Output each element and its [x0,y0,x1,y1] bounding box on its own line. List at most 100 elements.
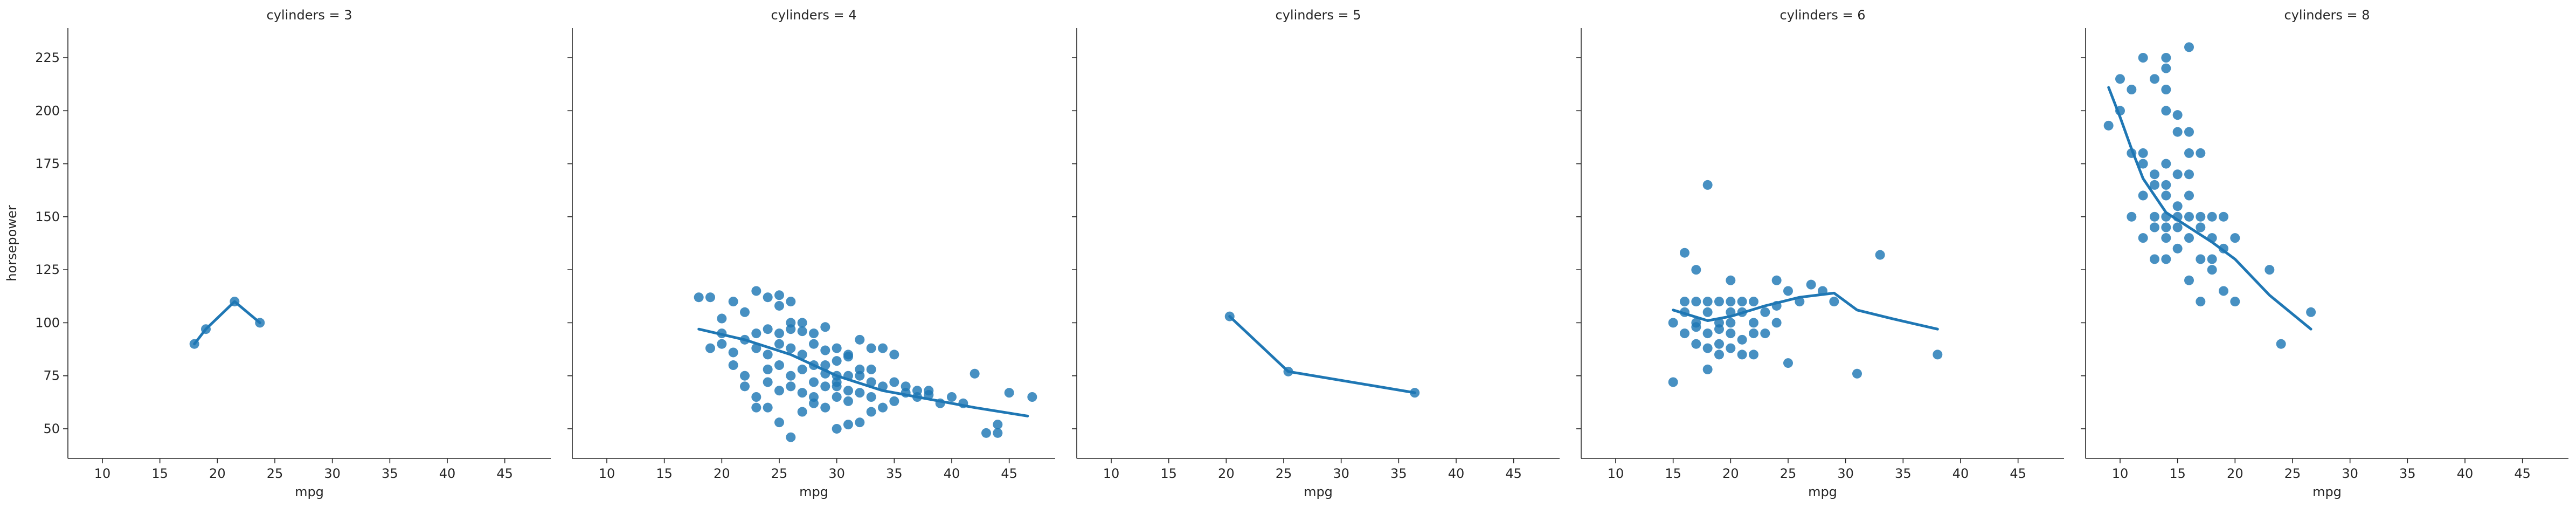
x-tick-label: 45 [1001,466,1017,481]
panel-title: cylinders = 6 [1780,8,1866,23]
scatter-points [1224,311,1420,398]
data-point [705,343,715,353]
data-point [763,402,773,413]
x-tick-label: 15 [2169,466,2186,481]
data-point [1829,297,1839,307]
data-point [820,402,830,413]
data-point [1691,322,1701,332]
data-point [2196,254,2206,264]
data-point [1702,364,1713,374]
data-point [2127,211,2137,222]
trend-line [697,327,1029,417]
x-tick-label: 10 [1103,466,1120,481]
x-tick-label: 45 [496,466,513,481]
x-tick-label: 45 [2514,466,2531,481]
data-point [786,432,796,442]
data-point [2172,169,2183,180]
data-point [2207,254,2217,264]
data-point [1749,328,1758,339]
x-tick-label: 30 [1333,466,1349,481]
data-point [2219,211,2228,222]
data-point [2138,233,2148,243]
data-point [2161,190,2171,201]
data-point [1726,275,1736,285]
data-point [832,343,842,353]
x-tick-label: 25 [771,466,788,481]
data-point [1783,358,1793,368]
data-point [855,388,865,398]
data-point [740,371,750,381]
data-point [797,326,807,337]
x-tick-label: 20 [209,466,226,481]
data-point [1737,334,1747,345]
data-point [993,428,1003,438]
data-point [855,371,865,381]
data-point [2207,265,2217,275]
x-axis-label: mpg [2312,484,2342,499]
data-point [1702,297,1713,307]
x-tick-label: 35 [2399,466,2416,481]
data-point [717,339,727,349]
data-point [843,420,853,430]
data-point [2230,297,2240,307]
data-point [981,428,991,438]
x-tick-label: 30 [1837,466,1854,481]
y-tick-label: 100 [35,315,60,330]
data-point [878,402,888,413]
trend-line [193,300,261,346]
data-point [763,377,773,387]
y-tick-label: 225 [35,50,60,65]
x-tick-label: 40 [439,466,456,481]
x-tick-label: 15 [656,466,673,481]
data-point [832,381,842,392]
data-point [1933,350,1943,360]
y-axis-label: horsepower [4,205,19,281]
data-point [774,339,784,349]
data-point [1783,286,1793,296]
data-point [1668,377,1678,387]
data-point [1668,318,1678,328]
facet-panel-2: cylinders = 4 10 15 20 25 30 35 40 45 mpg [567,8,1055,499]
data-point [797,364,807,374]
x-tick-label: 10 [2112,466,2129,481]
data-point [740,381,750,392]
data-point [809,328,819,339]
x-tick-label: 40 [944,466,960,481]
data-point [786,381,796,392]
data-point [1680,328,1689,339]
data-point [1702,180,1713,190]
data-point [2138,148,2148,158]
data-point [694,292,704,303]
data-point [2265,265,2275,275]
data-point [774,290,784,300]
x-tick-label: 35 [886,466,903,481]
data-point [2127,85,2137,94]
data-point [751,286,761,296]
data-point [2196,222,2206,232]
data-point [2138,53,2148,63]
data-point [774,300,784,311]
data-point [740,307,750,317]
x-tick-label: 25 [1780,466,1797,481]
data-point [2196,297,2206,307]
data-point [2172,201,2183,211]
data-point [1004,388,1014,398]
panel-title: cylinders = 3 [267,8,352,23]
x-tick-label: 30 [324,466,341,481]
data-point [763,324,773,334]
data-point [2161,233,2171,243]
y-tick-label: 150 [35,209,60,224]
data-point [705,292,715,303]
data-point [1702,307,1713,317]
data-point [1875,250,1885,260]
panel-title: cylinders = 8 [2284,8,2370,23]
data-point [774,386,784,396]
data-point [2306,307,2316,317]
scatter-points [2103,42,2316,349]
data-point [2150,222,2159,232]
x-tick-label: 40 [1448,466,1465,481]
data-point [2196,211,2206,222]
y-tick-label: 75 [43,368,60,383]
data-point [728,347,738,358]
